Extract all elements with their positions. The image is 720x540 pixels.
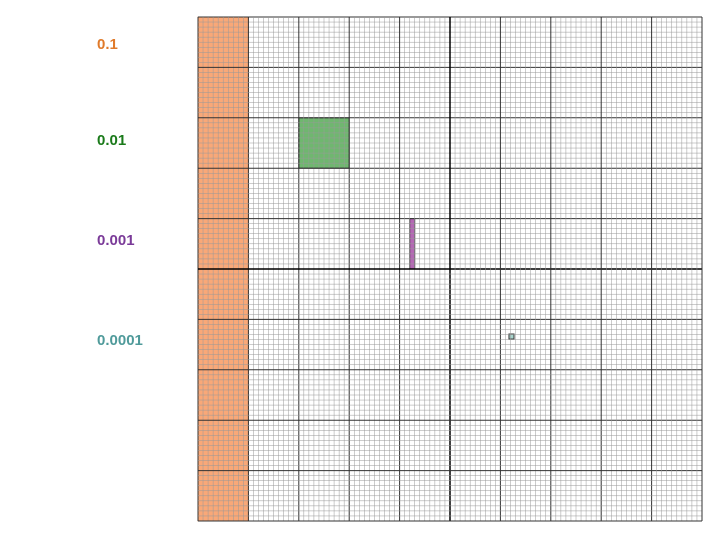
fraction-label: 0.01 xyxy=(97,132,126,149)
fraction-label: 0.1 xyxy=(97,36,118,53)
fraction-label: 0.001 xyxy=(97,232,135,249)
fraction-label: 0.0001 xyxy=(97,332,143,349)
fraction-area xyxy=(508,333,515,340)
